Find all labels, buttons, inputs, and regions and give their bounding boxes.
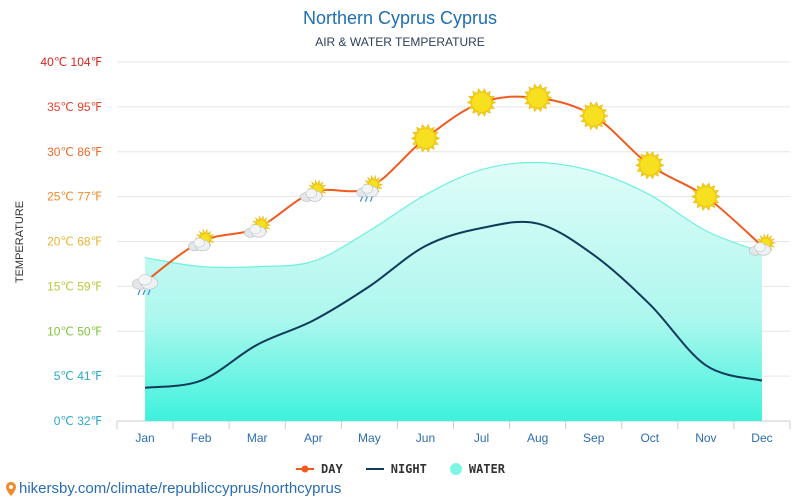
y-tick-label: 0℃ 32℉ — [54, 414, 102, 428]
x-tick-label: Jan — [135, 431, 154, 445]
y-tick-label: 25℃ 77℉ — [47, 190, 102, 204]
chart-subtitle: AIR & WATER TEMPERATURE — [315, 35, 485, 49]
x-tick-label: Oct — [640, 431, 659, 445]
sun-cloud-icon — [748, 233, 777, 256]
map-pin-icon — [6, 481, 16, 496]
cloud-rain-icon — [132, 274, 158, 296]
legend-night-label: NIGHT — [390, 462, 427, 476]
legend-day[interactable]: DAY — [295, 462, 343, 476]
sun-cloud-icon — [244, 215, 272, 238]
night-line — [144, 220, 763, 389]
water-line — [144, 161, 763, 269]
x-axis-ticks: Jan Feb Mar Apr May Jun Jul Aug Sep Oct Nov Dec — [135, 431, 772, 445]
sun-icon — [579, 101, 609, 131]
x-tick-label: Feb — [191, 431, 212, 445]
legend-night[interactable]: NIGHT — [365, 462, 427, 476]
day-legend-icon — [296, 465, 315, 473]
y-tick-label: 10℃ 50℉ — [47, 324, 102, 338]
chart-title: Northern Cyprus Cyprus — [302, 8, 498, 28]
legend-day-label: DAY — [321, 462, 343, 476]
y-tick-label: 15℃ 59℉ — [47, 279, 102, 293]
x-tick-label: Mar — [247, 431, 268, 445]
sun-icon — [466, 88, 497, 117]
x-tick-label: Apr — [304, 431, 323, 445]
water-legend-icon — [449, 463, 462, 475]
sun-cloud-icon — [188, 228, 216, 252]
water-area — [145, 162, 762, 421]
y-tick-label: 40℃ 104℉ — [40, 55, 102, 69]
y-tick-label: 20℃ 68℉ — [47, 235, 102, 249]
legend-water[interactable]: WATER — [449, 462, 505, 476]
sun-icon — [635, 150, 665, 180]
x-tick-label: Sep — [583, 431, 605, 445]
x-tick-label: Jun — [416, 431, 435, 445]
sun-cloud-icon — [300, 179, 328, 202]
x-tick-label: Aug — [527, 431, 548, 445]
x-tick-label: Dec — [751, 431, 772, 445]
weather-icons — [132, 83, 777, 296]
legend: DAY NIGHT WATER — [0, 462, 800, 476]
y-tick-label: 35℃ 95℉ — [47, 100, 102, 114]
source-text: hikersby.com/climate/republiccyprus/nort… — [19, 480, 342, 497]
y-tick-label: 5℃ 41℉ — [54, 369, 102, 383]
water-area-group — [144, 161, 763, 421]
x-tick-label: May — [358, 431, 381, 445]
sun-icon — [522, 83, 553, 113]
source-link[interactable]: hikersby.com/climate/republiccyprus/nort… — [6, 480, 341, 497]
legend-water-label: WATER — [468, 462, 505, 476]
x-tick-label: Nov — [695, 431, 716, 445]
sun-icon — [410, 123, 441, 153]
night-legend-icon — [365, 468, 384, 470]
sun-icon — [691, 182, 721, 211]
y-tick-label: 30℃ 86℉ — [47, 145, 102, 159]
y-axis-ticks: 0℃ 32℉ 5℃ 41℉ 10℃ 50℉ 15℃ 59℉ 20℃ 68℉ 25℃ 77℉… — [40, 55, 102, 428]
night-line-group — [144, 220, 763, 389]
sun-cloud-rain-icon — [356, 174, 384, 202]
x-tick-label: Jul — [474, 431, 489, 445]
